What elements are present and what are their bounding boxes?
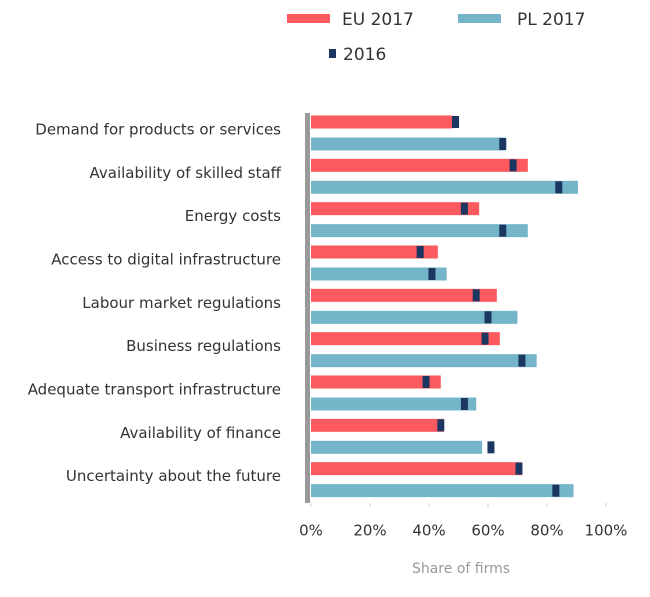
marker-2016	[509, 159, 517, 172]
legend-label: EU 2017	[342, 10, 414, 30]
legend-swatch	[329, 49, 336, 58]
legend-swatch	[458, 14, 501, 23]
x-tick-label: 80%	[530, 522, 563, 540]
y-tick-label: Business regulations	[126, 337, 281, 355]
marker-2016	[484, 311, 492, 324]
legend-label: 2016	[343, 45, 386, 65]
bar	[311, 137, 506, 151]
bar	[311, 484, 574, 498]
marker-2016	[428, 268, 436, 280]
x-tick-label: 0%	[299, 522, 323, 540]
marker-2016	[416, 246, 424, 258]
y-tick-label: Access to digital infrastructure	[51, 251, 281, 269]
marker-2016	[472, 289, 480, 302]
marker-2016	[499, 138, 507, 150]
bar	[311, 224, 528, 238]
marker-2016	[460, 398, 468, 410]
y-tick-label: Energy costs	[185, 207, 281, 225]
bar	[311, 310, 518, 324]
bar	[311, 245, 438, 259]
y-tick-label: Labour market regulations	[82, 294, 281, 312]
marker-2016	[499, 224, 507, 237]
y-tick-label: Availability of finance	[120, 424, 281, 442]
marker-2016	[515, 462, 523, 475]
marker-2016	[452, 116, 460, 128]
y-tick-label: Uncertainty about the future	[66, 467, 281, 485]
bar	[311, 440, 483, 454]
x-tick-label: 40%	[412, 522, 445, 540]
bar	[311, 354, 537, 368]
marker-2016	[460, 202, 468, 215]
marker-2016	[552, 484, 560, 497]
marker-2016	[518, 354, 526, 367]
bar	[311, 418, 444, 432]
x-axis-label: Share of firms	[412, 561, 510, 577]
bar	[311, 462, 522, 476]
x-tick-label: 20%	[353, 522, 386, 540]
marker-2016	[422, 376, 430, 388]
marker-2016	[555, 181, 563, 194]
bar	[311, 180, 578, 194]
bar	[311, 288, 497, 302]
bar	[311, 332, 500, 346]
marker-2016	[481, 332, 489, 345]
bar	[311, 397, 477, 411]
x-tick-label: 60%	[471, 522, 504, 540]
legend-label: PL 2017	[517, 10, 585, 30]
bar	[311, 375, 441, 389]
x-tick-label: 100%	[585, 522, 628, 540]
bar	[311, 115, 453, 129]
y-tick-label: Demand for products or services	[35, 121, 281, 139]
y-axis	[305, 113, 310, 503]
marker-2016	[487, 441, 495, 454]
y-tick-label: Availability of skilled staff	[90, 164, 282, 182]
legend-swatch	[287, 14, 330, 23]
marker-2016	[437, 419, 445, 432]
bar	[311, 267, 447, 281]
bar	[311, 158, 528, 172]
y-tick-label: Adequate transport infrastructure	[28, 381, 281, 399]
bar	[311, 202, 480, 216]
